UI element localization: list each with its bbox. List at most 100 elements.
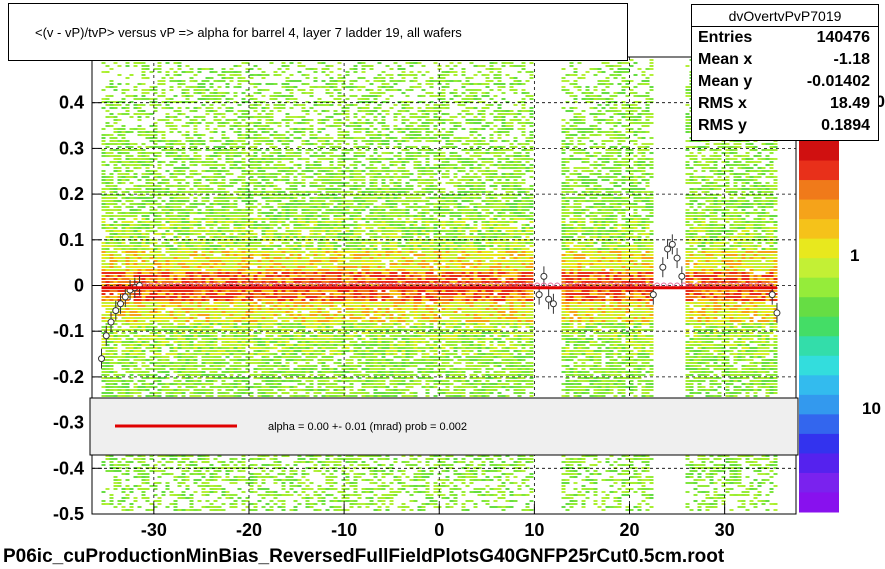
heatmap-cell: [289, 95, 294, 97]
heatmap-cell: [237, 224, 242, 226]
heatmap-cell: [257, 245, 262, 247]
heatmap-cell: [229, 269, 234, 271]
heatmap-cell: [253, 236, 258, 238]
heatmap-cell: [165, 305, 170, 307]
heatmap-cell: [105, 236, 110, 238]
heatmap-cell: [269, 119, 274, 121]
heatmap-cell: [181, 314, 186, 316]
heatmap-cell: [285, 113, 290, 115]
heatmap-cell: [181, 353, 186, 355]
heatmap-cell: [177, 203, 182, 205]
heatmap-cell: [225, 491, 230, 493]
heatmap-cell: [265, 350, 270, 352]
heatmap-cell: [121, 176, 126, 178]
heatmap-cell: [241, 458, 246, 460]
heatmap-cell: [101, 347, 106, 349]
heatmap-cell: [145, 305, 150, 307]
heatmap-cell: [169, 383, 174, 385]
heatmap-cell: [133, 185, 138, 187]
heatmap-cell: [237, 341, 242, 343]
heatmap-cell: [129, 212, 134, 214]
heatmap-cell: [161, 89, 166, 91]
heatmap-cell: [145, 236, 150, 238]
heatmap-cell: [161, 161, 166, 163]
heatmap-cell: [201, 197, 206, 199]
heatmap-cell: [177, 140, 182, 142]
heatmap-cell: [205, 128, 210, 130]
heatmap-cell: [105, 209, 110, 211]
heatmap-cell: [181, 260, 186, 262]
heatmap-cell: [273, 377, 278, 379]
heatmap-cell: [217, 347, 222, 349]
heatmap-cell: [265, 386, 270, 388]
heatmap-cell: [169, 263, 174, 265]
heatmap-cell: [133, 233, 138, 235]
heatmap-cell: [229, 497, 234, 499]
heatmap-cell: [249, 146, 254, 148]
heatmap-cell: [281, 332, 286, 334]
heatmap-cell: [221, 254, 226, 256]
heatmap-cell: [173, 116, 178, 118]
heatmap-cell: [121, 509, 126, 511]
heatmap-cell: [121, 89, 126, 91]
heatmap-cell: [125, 299, 130, 301]
heatmap-cell: [269, 278, 274, 280]
heatmap-cell: [137, 62, 142, 64]
heatmap-cell: [277, 395, 282, 397]
heatmap-cell: [197, 212, 202, 214]
heatmap-cell: [213, 371, 218, 373]
heatmap-cell: [157, 176, 162, 178]
heatmap-cell: [117, 479, 122, 481]
heatmap-cell: [125, 263, 130, 265]
heatmap-cell: [269, 155, 274, 157]
heatmap-cell: [285, 65, 290, 67]
heatmap-cell: [249, 395, 254, 397]
heatmap-cell: [233, 254, 238, 256]
heatmap-cell: [165, 221, 170, 223]
heatmap-cell: [117, 248, 122, 250]
heatmap-cell: [189, 149, 194, 151]
heatmap-cell: [185, 101, 190, 103]
heatmap-cell: [277, 506, 282, 508]
heatmap-cell: [257, 347, 262, 349]
heatmap-cell: [189, 146, 194, 148]
heatmap-cell: [253, 194, 258, 196]
heatmap-cell: [201, 188, 206, 190]
heatmap-cell: [105, 152, 110, 154]
heatmap-cell: [193, 128, 198, 130]
heatmap-cell: [125, 317, 130, 319]
heatmap-cell: [265, 218, 270, 220]
heatmap-cell: [129, 308, 134, 310]
heatmap-cell: [221, 362, 226, 364]
heatmap-cell: [233, 179, 238, 181]
heatmap-cell: [133, 347, 138, 349]
heatmap-cell: [273, 92, 278, 94]
heatmap-cell: [213, 305, 218, 307]
heatmap-cell: [101, 155, 106, 157]
heatmap-cell: [117, 299, 122, 301]
heatmap-cell: [113, 482, 118, 484]
heatmap-cell: [181, 113, 186, 115]
heatmap-cell: [257, 203, 262, 205]
heatmap-cell: [105, 269, 110, 271]
heatmap-cell: [237, 269, 242, 271]
heatmap-cell: [137, 380, 142, 382]
heatmap-cell: [149, 368, 154, 370]
heatmap-cell: [205, 278, 210, 280]
heatmap-cell: [177, 206, 182, 208]
heatmap-cell: [197, 86, 202, 88]
heatmap-cell: [201, 239, 206, 241]
heatmap-cell: [249, 104, 254, 106]
heatmap-cell: [173, 179, 178, 181]
heatmap-cell: [133, 212, 138, 214]
heatmap-cell: [109, 341, 114, 343]
heatmap-cell: [229, 482, 234, 484]
heatmap-cell: [261, 188, 266, 190]
heatmap-cell: [133, 296, 138, 298]
heatmap-cell: [185, 467, 190, 469]
heatmap-cell: [277, 68, 282, 70]
heatmap-cell: [193, 149, 198, 151]
heatmap-cell: [185, 131, 190, 133]
heatmap-cell: [249, 98, 254, 100]
heatmap-cell: [257, 68, 262, 70]
